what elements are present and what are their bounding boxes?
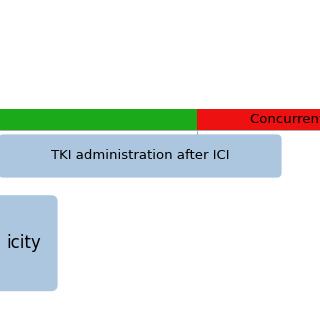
Text: icity: icity [6, 234, 41, 252]
FancyBboxPatch shape [0, 134, 282, 178]
FancyBboxPatch shape [0, 109, 197, 130]
Text: TKI administration after ICI: TKI administration after ICI [51, 149, 229, 163]
Text: Concurrent-1 mo: Concurrent-1 mo [250, 113, 320, 125]
FancyBboxPatch shape [197, 109, 320, 130]
FancyBboxPatch shape [0, 195, 58, 291]
